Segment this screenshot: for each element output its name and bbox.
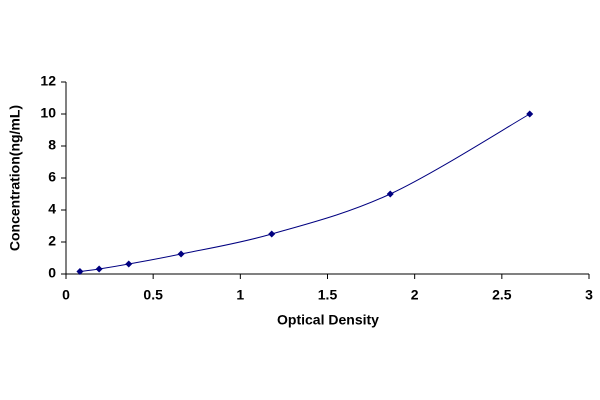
x-tick-label: 1.5 xyxy=(318,287,338,303)
y-tick-label: 4 xyxy=(48,201,56,217)
point xyxy=(268,230,276,238)
x-tick-label: 1 xyxy=(236,287,244,303)
x-tick-label: 2.5 xyxy=(492,287,512,303)
point xyxy=(177,250,185,258)
point xyxy=(95,265,103,273)
point xyxy=(526,110,534,118)
y-tick-label: 12 xyxy=(40,73,56,89)
y-axis-label: Concentration(ng/mL) xyxy=(7,105,23,251)
point xyxy=(386,190,394,198)
y-tick-label: 0 xyxy=(48,265,56,281)
y-tick-label: 6 xyxy=(48,169,56,185)
x-tick-label: 2 xyxy=(411,287,419,303)
curve xyxy=(79,113,530,272)
x-tick-label: 3 xyxy=(585,287,593,303)
x-tick-label: 0.5 xyxy=(143,287,163,303)
x-axis-label: Optical Density xyxy=(277,312,379,328)
point xyxy=(76,268,84,276)
x-tick-label: 0 xyxy=(62,287,70,303)
y-tick-label: 2 xyxy=(48,233,56,249)
y-tick-label: 8 xyxy=(48,137,56,153)
point xyxy=(125,260,133,268)
y-tick-label: 10 xyxy=(40,105,56,121)
